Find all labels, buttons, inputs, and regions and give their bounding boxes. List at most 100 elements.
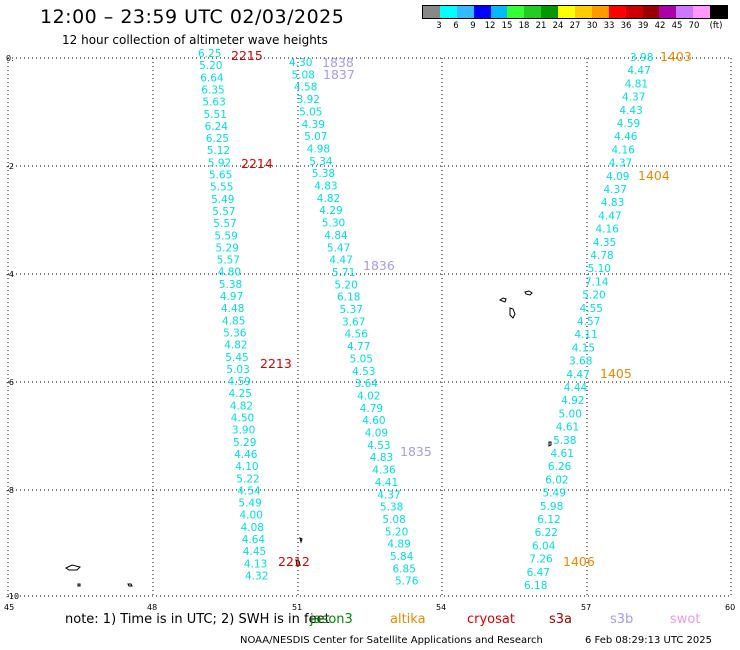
map-subtitle: 12 hour collection of altimeter wave hei… (62, 33, 328, 47)
wave-height-value: 4.09 (606, 171, 629, 183)
wave-height-value: 3.90 (232, 425, 255, 437)
wave-height-value: 4.37 (622, 92, 645, 104)
wave-height-value: 5.49 (543, 488, 566, 500)
wave-height-value: 3.92 (297, 94, 320, 106)
wave-height-value: 4.59 (228, 376, 251, 388)
legend-swatch (473, 6, 491, 18)
wave-height-value: 4.82 (317, 193, 340, 205)
wave-height-value: 4.32 (245, 571, 268, 583)
wave-height-value: 5.59 (214, 230, 237, 242)
wave-height-value: 5.84 (390, 551, 414, 563)
legend-swatch (423, 6, 440, 18)
wave-height-value: 5.38 (553, 435, 576, 447)
wave-height-value: 4.55 (580, 303, 603, 315)
wave-height-value: 3.68 (569, 356, 592, 368)
legend-swatch (608, 6, 626, 18)
wave-height-value: 4.25 (229, 388, 252, 400)
legend-value: 30 (586, 21, 598, 31)
wave-height-value: 4.09 (365, 428, 388, 440)
wave-height-value: 6.47 (527, 567, 550, 579)
wave-height-value: 4.41 (375, 477, 398, 489)
wave-height-value: 4.44 (564, 382, 588, 394)
y-tick-label: 0. (6, 54, 14, 63)
wave-height-value: 5.38 (380, 502, 403, 514)
y-tick-label: -10 (6, 592, 19, 601)
wave-height-value: 7.26 (529, 554, 553, 566)
wave-height-value: 5.55 (210, 182, 233, 194)
pass-time-label: 2213 (260, 356, 292, 371)
pass-time-label: 2215 (231, 48, 263, 63)
wave-height-value: 4.83 (601, 197, 624, 209)
wave-height-value: 5.03 (226, 364, 249, 376)
wave-height-value: 6.85 (393, 563, 416, 575)
wave-height-value: 5.38 (312, 168, 335, 180)
wave-height-value: 5.49 (238, 498, 261, 510)
wave-height-value: 4.29 (319, 205, 342, 217)
legend-swatch (591, 6, 609, 18)
wave-height-value: 5.05 (350, 353, 373, 365)
x-tick-label: 57 (581, 603, 591, 612)
y-tick-label: -4 (6, 270, 14, 279)
wave-height-value: 4.16 (596, 224, 620, 236)
legend-value: 33 (603, 21, 615, 31)
wave-height-value: 6.35 (201, 85, 224, 97)
map-title: 12:00 – 23:59 UTC 02/03/2025 (40, 6, 345, 28)
wave-height-value: 4.47 (566, 369, 589, 381)
wave-height-value: 5.47 (327, 242, 350, 254)
satellite-legend-jason3: jason3 (310, 612, 353, 627)
legend-value: 42 (654, 21, 666, 31)
legend-value: 9 (470, 21, 476, 31)
wave-height-value: 5.92 (208, 157, 231, 169)
legend-swatch (625, 6, 643, 18)
wave-height-value: 6.24 (205, 121, 229, 133)
wave-height-value: 5.20 (385, 526, 408, 538)
wave-height-value: 4.54 (237, 485, 261, 497)
wave-height-value: 4.02 (357, 390, 380, 402)
wave-height-value: 4.61 (551, 448, 574, 460)
wave-height-value: 5.38 (219, 279, 242, 291)
pass-time-label: 1835 (400, 444, 432, 459)
wave-height-value: 4.84 (324, 230, 348, 242)
wave-height-value: 5.63 (202, 97, 225, 109)
wave-height-value: 4.47 (627, 65, 650, 77)
pass-time-label: 1836 (363, 258, 395, 273)
wave-height-value: 5.57 (212, 206, 235, 218)
legend-value: 45 (671, 21, 683, 31)
legend-swatch (541, 6, 559, 18)
wave-height-value: 4.89 (387, 539, 410, 551)
wave-height-value: 5.29 (233, 437, 256, 449)
wave-height-value: 5.51 (204, 109, 227, 121)
legend-swatch (575, 6, 592, 18)
wave-height-value: 5.71 (332, 267, 355, 279)
wave-height-value: 4.46 (234, 449, 258, 461)
wave-height-value: 5.08 (292, 69, 315, 81)
y-tick-label: -2 (6, 162, 14, 171)
wave-height-value: 4.58 (294, 82, 317, 94)
legend-swatch (439, 6, 457, 18)
legend-value: 27 (569, 21, 581, 31)
y-tick-label: -6 (6, 378, 14, 387)
wave-height-value: 5.08 (382, 514, 405, 526)
wave-height-value: 4.37 (609, 158, 632, 170)
wave-height-value: 4.47 (329, 255, 352, 267)
wave-height-value: 4.30 (289, 57, 312, 69)
wave-height-value: 4.61 (556, 422, 579, 434)
wave-height-value: 4.92 (561, 395, 584, 407)
legend-value: 36 (620, 21, 632, 31)
wave-height-value: 6.26 (548, 461, 572, 473)
wave-height-value: 4.11 (574, 329, 597, 341)
wave-height-value: 4.82 (230, 400, 253, 412)
wave-height-value: 4.53 (352, 366, 375, 378)
island-shape (548, 441, 552, 447)
legend-labels: 3 6 9 12 15 18 21 24 27 30 33 36 39 42 45 70 (ft) (422, 19, 728, 32)
note-text: note: 1) Time is in UTC; 2) SWH is in fe… (65, 612, 330, 627)
wave-height-value: 4.79 (360, 403, 383, 415)
legend-swatch (659, 6, 677, 18)
wave-height-value: 4.59 (617, 118, 640, 130)
wave-height-value: 4.08 (241, 522, 264, 534)
wave-height-value: 5.20 (199, 60, 222, 72)
wave-height-value: 5.20 (334, 279, 357, 291)
wave-height-legend: 3 6 9 12 15 18 21 24 27 30 33 36 39 42 45 70 (ft) (422, 5, 728, 33)
wave-height-value: 7.14 (585, 276, 609, 288)
